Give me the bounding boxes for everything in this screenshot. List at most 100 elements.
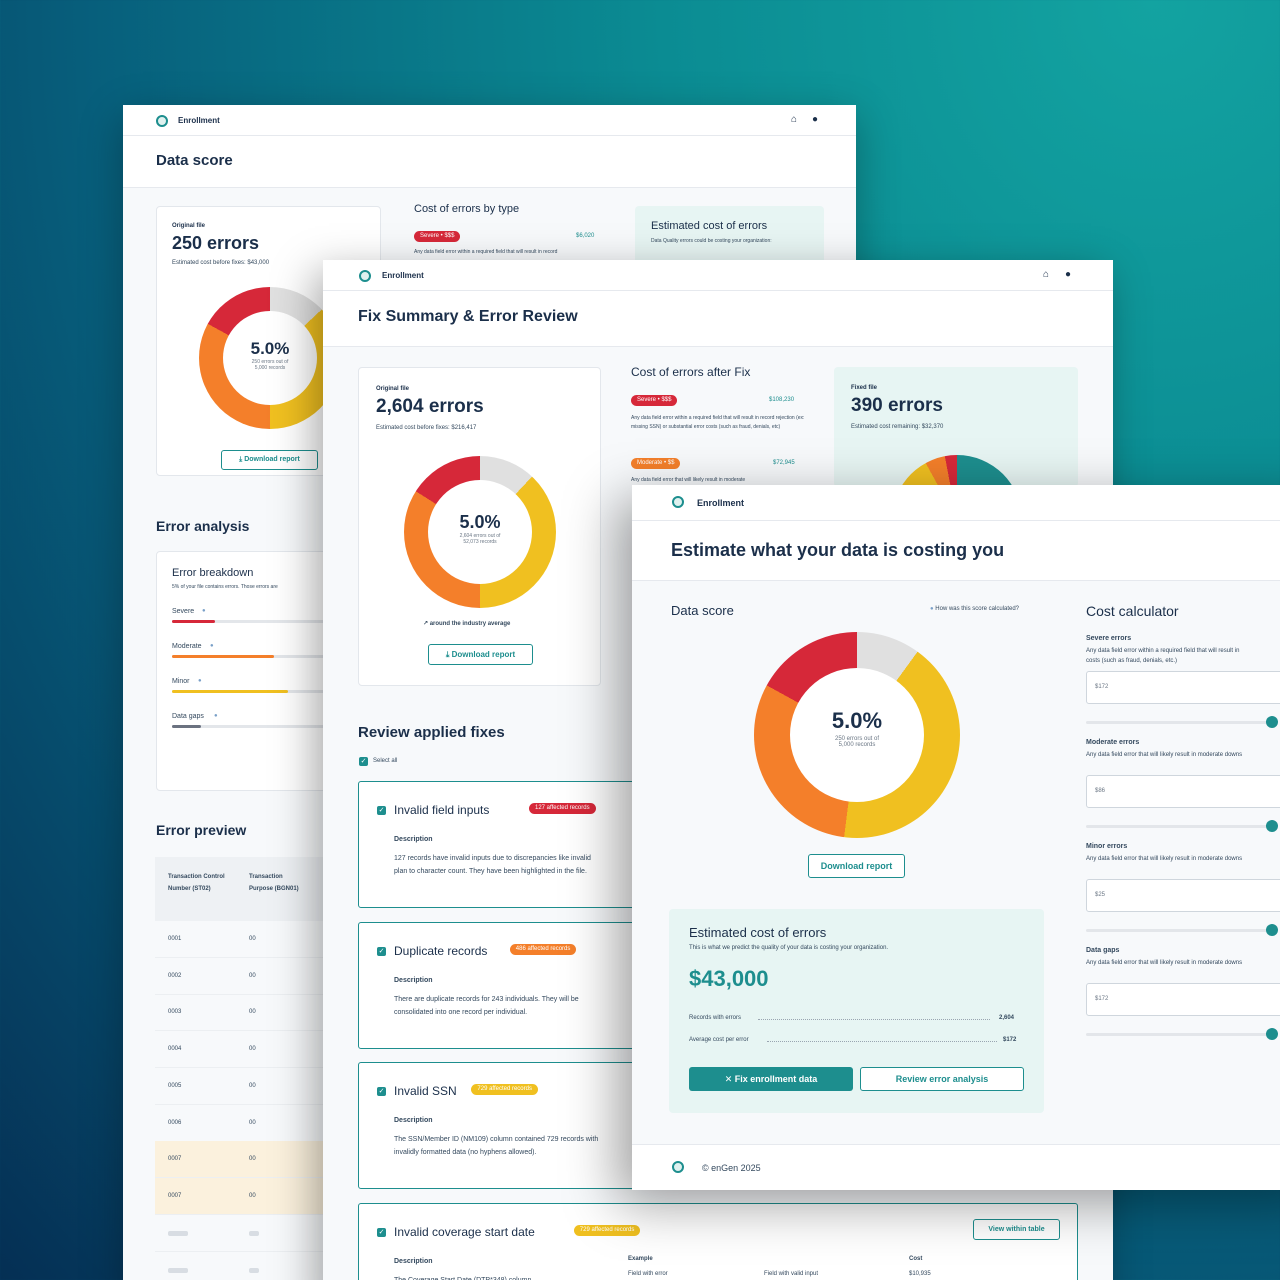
breakdown-track <box>172 655 407 658</box>
calc-input[interactable]: $86 <box>1086 775 1280 808</box>
fix-name: Invalid SSN <box>394 1084 457 1098</box>
breakdown-fill <box>172 690 288 693</box>
severe-badge: Severe • $$$ <box>631 395 678 406</box>
table-row[interactable] <box>155 1215 375 1252</box>
calc-slider-handle[interactable] <box>1266 820 1278 832</box>
moderate-amount: $72,945 <box>773 460 795 466</box>
breakdown-fill <box>172 725 201 728</box>
redacted-cell <box>168 1231 188 1236</box>
info-icon: ● <box>202 608 206 614</box>
calc-slider-track[interactable] <box>1086 1033 1272 1036</box>
download-report-button[interactable]: ⤓ Download report <box>221 450 318 470</box>
checkbox-icon[interactable]: ✓ <box>359 757 368 766</box>
checkbox-icon[interactable]: ✓ <box>377 946 386 956</box>
page-title: Estimate what your data is costing you <box>671 540 1005 560</box>
breakdown-fill <box>172 620 215 623</box>
calc-slider-handle[interactable] <box>1266 716 1278 728</box>
checkbox-icon[interactable]: ✓ <box>377 1087 386 1096</box>
view-within-table-button[interactable]: View within table <box>973 1219 1060 1240</box>
original-file-card: Original file 2,604 errors Estimated cos… <box>358 367 601 686</box>
breakdown-label: Moderate <box>172 643 202 650</box>
cell-control-number: 0002 <box>168 972 182 979</box>
records-value: 2,604 <box>999 1015 1015 1021</box>
affected-badge: 729 affected records <box>471 1084 538 1095</box>
fixed-file-card: Fixed file 390 errors Estimated cost rem… <box>834 367 1078 585</box>
cell-purpose: 00 <box>249 1046 256 1053</box>
score-line1: 2,604 errors out of <box>459 533 501 539</box>
info-icon: ● <box>930 606 934 612</box>
donut-center: 5.0% 2,604 errors out of 52,073 records <box>428 480 532 584</box>
calc-slider-handle[interactable] <box>1266 924 1278 936</box>
cost-value: $10,935 <box>909 1271 931 1277</box>
how-label: How was this score calculated? <box>935 606 1020 612</box>
user-icon[interactable]: ● <box>1065 269 1072 280</box>
card-label: Original file <box>376 386 410 392</box>
how-calculated-link[interactable]: ● How was this score calculated? <box>930 606 1019 612</box>
checkbox-icon[interactable]: ✓ <box>377 1227 386 1237</box>
fix-enrollment-button[interactable]: ✕ Fix enrollment data <box>689 1067 853 1091</box>
fix-name: Invalid coverage start date <box>394 1224 535 1239</box>
info-icon: ● <box>210 643 214 649</box>
title-bar: Estimate what your data is costing you <box>632 521 1280 581</box>
cell-control-number: 0006 <box>168 1119 182 1126</box>
table-row[interactable]: 0002 00 <box>155 958 375 995</box>
table-row[interactable]: 0006 00 <box>155 1105 375 1142</box>
cost-calculator-title: Cost calculator <box>1086 603 1179 619</box>
calc-slider-handle[interactable] <box>1266 1028 1278 1040</box>
table-row[interactable]: 0005 00 <box>155 1068 375 1105</box>
calc-input[interactable]: $25 <box>1086 879 1280 912</box>
engen-logo-icon <box>672 1161 684 1173</box>
top-bar: Enrollment <box>632 485 1280 521</box>
calc-desc: Any data field error within a required f… <box>1086 648 1240 654</box>
industry-note: ↗ around the industry average <box>423 620 510 627</box>
home-icon[interactable]: ⌂ <box>791 114 798 125</box>
calc-desc-2: costs (such as fraud, denials, etc.) <box>1086 658 1178 664</box>
table-row[interactable] <box>155 1252 375 1280</box>
table-row[interactable]: 0003 00 <box>155 994 375 1032</box>
download-report-button[interactable]: ⤓ Download report <box>428 644 533 665</box>
info-icon: ● <box>214 713 218 719</box>
score-line2: 5,000 records <box>838 742 876 748</box>
score-donut: 5.0% 2,604 errors out of 52,073 records <box>404 456 556 608</box>
breakdown-label: Minor <box>172 678 190 685</box>
checkbox-icon[interactable]: ✓ <box>377 806 386 815</box>
card-label: Fixed file <box>851 385 878 391</box>
calc-desc: Any data field error that will likely re… <box>1086 960 1243 966</box>
estimated-cost: Estimated cost remaining: $32,370 <box>851 424 944 430</box>
table-row[interactable]: 0004 00 <box>155 1031 375 1069</box>
score-donut: 5.0% 250 errors out of 5,000 records <box>754 632 960 838</box>
calc-input[interactable]: $172 <box>1086 671 1280 704</box>
select-all-label[interactable]: Select all <box>373 758 398 764</box>
estimated-cost: Estimated cost before fixes: $43,000 <box>172 260 270 266</box>
home-icon[interactable]: ⌂ <box>1043 269 1050 280</box>
calc-slider-track[interactable] <box>1086 721 1272 724</box>
donut-center: 5.0% 250 errors out of 5,000 records <box>223 311 317 405</box>
calc-desc: Any data field error that will likely re… <box>1086 752 1243 758</box>
engen-logo-icon <box>359 270 371 282</box>
dotted-leader <box>767 1041 997 1042</box>
cell-control-number: 0005 <box>168 1082 182 1089</box>
calc-label: Moderate errors <box>1086 739 1140 746</box>
score-pct: 5.0% <box>250 339 290 358</box>
severe-badge: Severe • $$$ <box>414 231 461 242</box>
top-bar: Enrollment ⌂ ● <box>323 260 1113 291</box>
data-score-label: Data score <box>671 603 734 618</box>
calc-slider-track[interactable] <box>1086 929 1272 932</box>
engen-logo-icon <box>672 496 684 508</box>
table-row[interactable]: 0001 00 <box>155 921 375 958</box>
cell-control-number: 0001 <box>168 936 182 942</box>
download-report-button[interactable]: Download report <box>808 854 905 878</box>
example-label: Example <box>628 1256 653 1262</box>
cell-purpose: 00 <box>249 1082 256 1089</box>
calc-slider-track[interactable] <box>1086 825 1272 828</box>
calc-input[interactable]: $172 <box>1086 983 1280 1016</box>
card-label: Original file <box>172 223 206 229</box>
fix-description: There are duplicate records for 243 indi… <box>394 995 579 1016</box>
fix-card[interactable]: ✓ Invalid coverage start date 729 affected… <box>358 1202 1078 1280</box>
page-title: Fix Summary & Error Review <box>358 308 578 325</box>
user-icon[interactable]: ● <box>812 114 819 125</box>
breakdown-track <box>172 690 407 693</box>
review-error-analysis-button[interactable]: Review error analysis <box>860 1067 1024 1091</box>
moderate-desc: Any data field error that will likely re… <box>631 477 746 483</box>
estimate-screen: Enrollment Estimate what your data is co… <box>632 485 1280 1190</box>
